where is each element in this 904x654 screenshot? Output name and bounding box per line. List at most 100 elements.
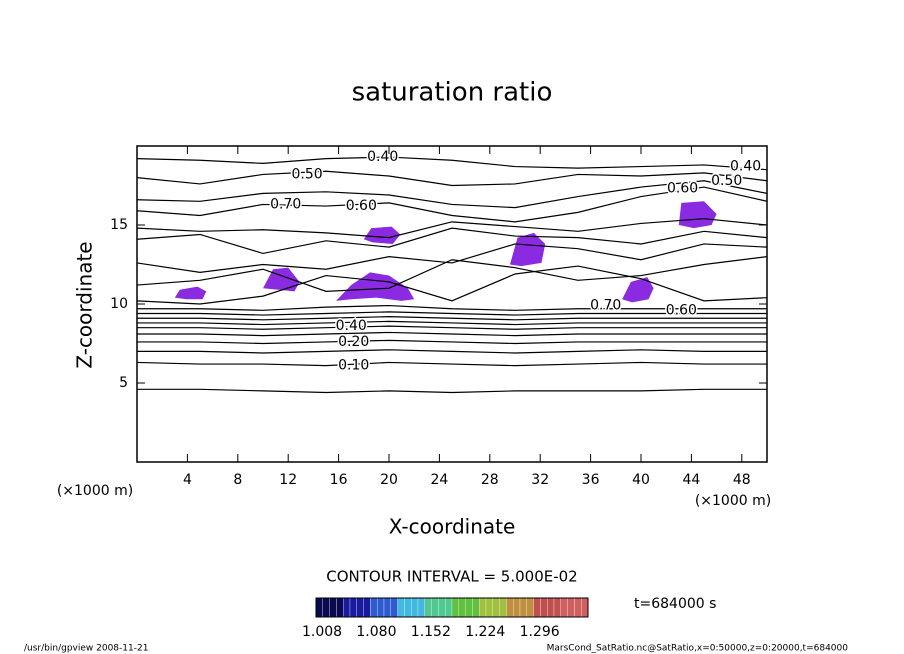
footer-left: /usr/bin/gpview 2008-11-21 <box>24 644 148 654</box>
colorbar-cell <box>567 597 575 618</box>
x-tick-label: 12 <box>279 472 297 488</box>
x-tick-label: 48 <box>733 472 751 488</box>
colorbar-cell <box>513 597 521 618</box>
colorbar-cell <box>445 597 453 618</box>
colorbar-cell <box>431 597 439 618</box>
x-tick-label: 40 <box>632 472 650 488</box>
y-tick-label: 10 <box>110 296 128 312</box>
colorbar-cell <box>383 597 391 618</box>
contour-line <box>137 243 767 274</box>
colorbar-cell <box>315 597 323 618</box>
colorbar-cell <box>560 597 568 618</box>
contour-line <box>137 227 767 255</box>
colorbar-frame <box>315 597 589 618</box>
contour-line <box>137 218 767 239</box>
contour-line <box>137 388 767 394</box>
colorbar-cell <box>349 597 357 618</box>
colorbar-cell <box>336 597 344 618</box>
colorbar-cell <box>329 597 337 618</box>
colorbar-cell <box>370 597 378 618</box>
contour-line <box>137 349 767 354</box>
colorbar-tick-label: 1.224 <box>465 624 505 640</box>
contour-label: 0.40 <box>336 318 367 334</box>
contour-label: 0.40 <box>730 159 761 175</box>
x-tick-label: 16 <box>330 472 348 488</box>
contour-line <box>137 320 767 326</box>
colorbar-cell <box>526 597 534 618</box>
shaded-region <box>678 201 717 229</box>
x-axis-label: X-coordinate <box>389 515 516 539</box>
contour-line <box>137 325 767 330</box>
contour-line <box>137 156 767 171</box>
chart-title: saturation ratio <box>352 78 553 108</box>
contour-line <box>137 180 767 209</box>
colorbar-cell <box>411 597 419 618</box>
contour-line <box>137 311 767 316</box>
contour-label: 0.40 <box>367 149 398 165</box>
contour-label: 0.70 <box>270 196 301 212</box>
colorbar-cell <box>404 597 412 618</box>
footer-right: MarsCond_SatRatio.nc@SatRatio,x=0:50000,… <box>547 644 849 654</box>
colorbar-cell <box>424 597 432 618</box>
plot-area: 0.400.500.70 0.600.60 0.500.400.400.200.10… <box>137 148 767 394</box>
contour-line <box>137 361 767 367</box>
colorbar-cell <box>472 597 480 618</box>
colorbar-tick-label: 1.008 <box>302 624 342 640</box>
y-axis-label: Z-coordinate <box>73 241 97 368</box>
x-tick-label: 20 <box>380 472 398 488</box>
contour-line <box>137 331 767 337</box>
contour-line <box>137 256 767 292</box>
colorbar-cell <box>397 597 405 618</box>
colorbar-cell <box>458 597 466 618</box>
colorbar-cell <box>417 597 425 618</box>
colorbar-cell <box>553 597 561 618</box>
contour-label: 0.50 <box>711 173 742 189</box>
colorbar-tick-label: 1.296 <box>520 624 560 640</box>
shaded-region <box>363 226 401 244</box>
colorbar-cell <box>451 597 459 618</box>
y-tick-label: 5 <box>119 375 128 391</box>
colorbar-cell <box>363 597 371 618</box>
colorbar-cell <box>485 597 493 618</box>
colorbar-cell <box>533 597 541 618</box>
contour-line <box>137 339 767 345</box>
colorbar-cell <box>519 597 527 618</box>
colorbar-cell <box>438 597 446 618</box>
colorbar-cell <box>356 597 364 618</box>
colorbar-cell <box>499 597 507 618</box>
x-tick-label: 8 <box>233 472 242 488</box>
contour-label: 0.50 <box>292 166 323 182</box>
x-tick-label: 24 <box>430 472 448 488</box>
colorbar-cell <box>540 597 548 618</box>
colorbar-cell <box>390 597 398 618</box>
x-tick-label: 4 <box>183 472 192 488</box>
contour-line <box>137 186 767 223</box>
contour-line <box>137 170 767 187</box>
y-tick-label: 15 <box>110 217 128 233</box>
time-label: t=684000 s <box>634 596 716 612</box>
colorbar-tick-label: 1.080 <box>356 624 396 640</box>
shaded-region <box>336 272 415 301</box>
shaded-region <box>263 267 300 292</box>
contour-label: 0.60 <box>667 181 698 197</box>
colorbar-cell <box>581 597 589 618</box>
shaded-region <box>174 286 207 300</box>
shaded-region <box>509 232 546 267</box>
colorbar-cell <box>322 597 330 618</box>
contour-label: 0.70 <box>590 298 621 314</box>
contour-line <box>137 316 767 321</box>
contour-label: 0.60 <box>666 302 697 318</box>
colorbar-cell <box>547 597 555 618</box>
contour-label: 0.60 <box>346 198 377 214</box>
colorbar-cell <box>574 597 582 618</box>
shaded-region <box>622 277 654 303</box>
x-tick-label: 32 <box>531 472 549 488</box>
colorbar-tick-label: 1.152 <box>411 624 451 640</box>
contour-label: 0.20 <box>338 334 369 350</box>
contour-line <box>137 265 767 305</box>
colorbar-cell <box>506 597 514 618</box>
contour-label: 0.10 <box>338 358 369 374</box>
colorbar-cell <box>492 597 500 618</box>
colorbar-cell <box>479 597 487 618</box>
colorbar-cell <box>465 597 473 618</box>
